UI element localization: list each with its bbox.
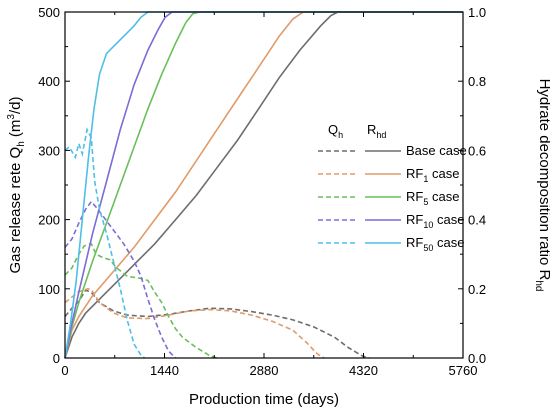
legend-entry-label: RF50 case — [406, 235, 464, 253]
y-left-label-sub: h — [16, 141, 27, 147]
y-right-tick-label: 0.6 — [468, 143, 486, 158]
x-tick-label: 0 — [61, 363, 68, 378]
series-r-line-3 — [64, 11, 463, 359]
series-r-line-4 — [64, 11, 463, 359]
legend-entry-label: RF5 case — [406, 189, 459, 207]
y-left-label-unit-sup: 3 — [6, 114, 17, 120]
y-left-tick-label: 0 — [53, 351, 60, 366]
plot-lines — [64, 11, 463, 359]
legend-entry-label: RF10 case — [406, 212, 464, 230]
y-left-tick-label: 400 — [38, 74, 60, 89]
x-tick-label: 5760 — [449, 363, 478, 378]
y-left-tick-label: 500 — [38, 5, 60, 20]
y-right-tick-label: 1.0 — [468, 5, 486, 20]
legend-header-r: Rhd — [367, 122, 386, 140]
y-right-label-sub: hd — [533, 280, 544, 291]
series-q-line-0 — [64, 289, 370, 359]
axis-ticks: 0 1440 2880 4320 5760 0 100 200 300 400 500 0.0 0.2 0… — [38, 5, 486, 378]
x-tick-label: 2880 — [250, 363, 279, 378]
series-q-line-2 — [64, 242, 218, 359]
x-tick-label: 4320 — [349, 363, 378, 378]
series-q-line-4 — [64, 127, 145, 359]
y-right-axis-label: Hydrate decomposition ratio Rhd — [533, 79, 550, 292]
y-left-label-main: Gas release rete Q — [7, 147, 24, 274]
x-axis-label: Production time (days) — [189, 391, 339, 408]
legend-entry-label: Base case — [406, 143, 467, 158]
series-r-line-1 — [64, 11, 463, 359]
legend-entry-label: RF1 case — [406, 166, 459, 184]
series-r-line-0 — [64, 11, 463, 359]
legend-header-q: Qh — [328, 122, 343, 140]
y-left-label-unit-open: (m — [7, 120, 24, 142]
legend: Qh Rhd Base case RF1 case RF5 case RF10 case R… — [318, 122, 467, 253]
y-left-tick-label: 300 — [38, 143, 60, 158]
y-right-label-main: Hydrate decomposition ratio R — [536, 79, 550, 281]
series-r-line-2 — [64, 11, 463, 359]
y-right-tick-label: 0.4 — [468, 213, 486, 228]
y-left-label-unit-close: /d) — [7, 96, 24, 114]
x-tick-label: 1440 — [150, 363, 179, 378]
series-q-line-1 — [64, 287, 325, 359]
y-right-tick-label: 0.8 — [468, 74, 486, 89]
y-right-tick-label: 0.2 — [468, 282, 486, 297]
y-right-tick-label: 0.0 — [468, 351, 486, 366]
y-left-tick-label: 100 — [38, 282, 60, 297]
y-left-tick-label: 200 — [38, 213, 60, 228]
y-left-axis-label: Gas release rete Qh (m3/d) — [6, 96, 27, 273]
